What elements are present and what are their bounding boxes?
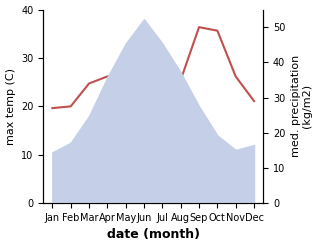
Y-axis label: med. precipitation
(kg/m2): med. precipitation (kg/m2) [291,55,313,158]
X-axis label: date (month): date (month) [107,228,200,242]
Y-axis label: max temp (C): max temp (C) [5,68,16,145]
